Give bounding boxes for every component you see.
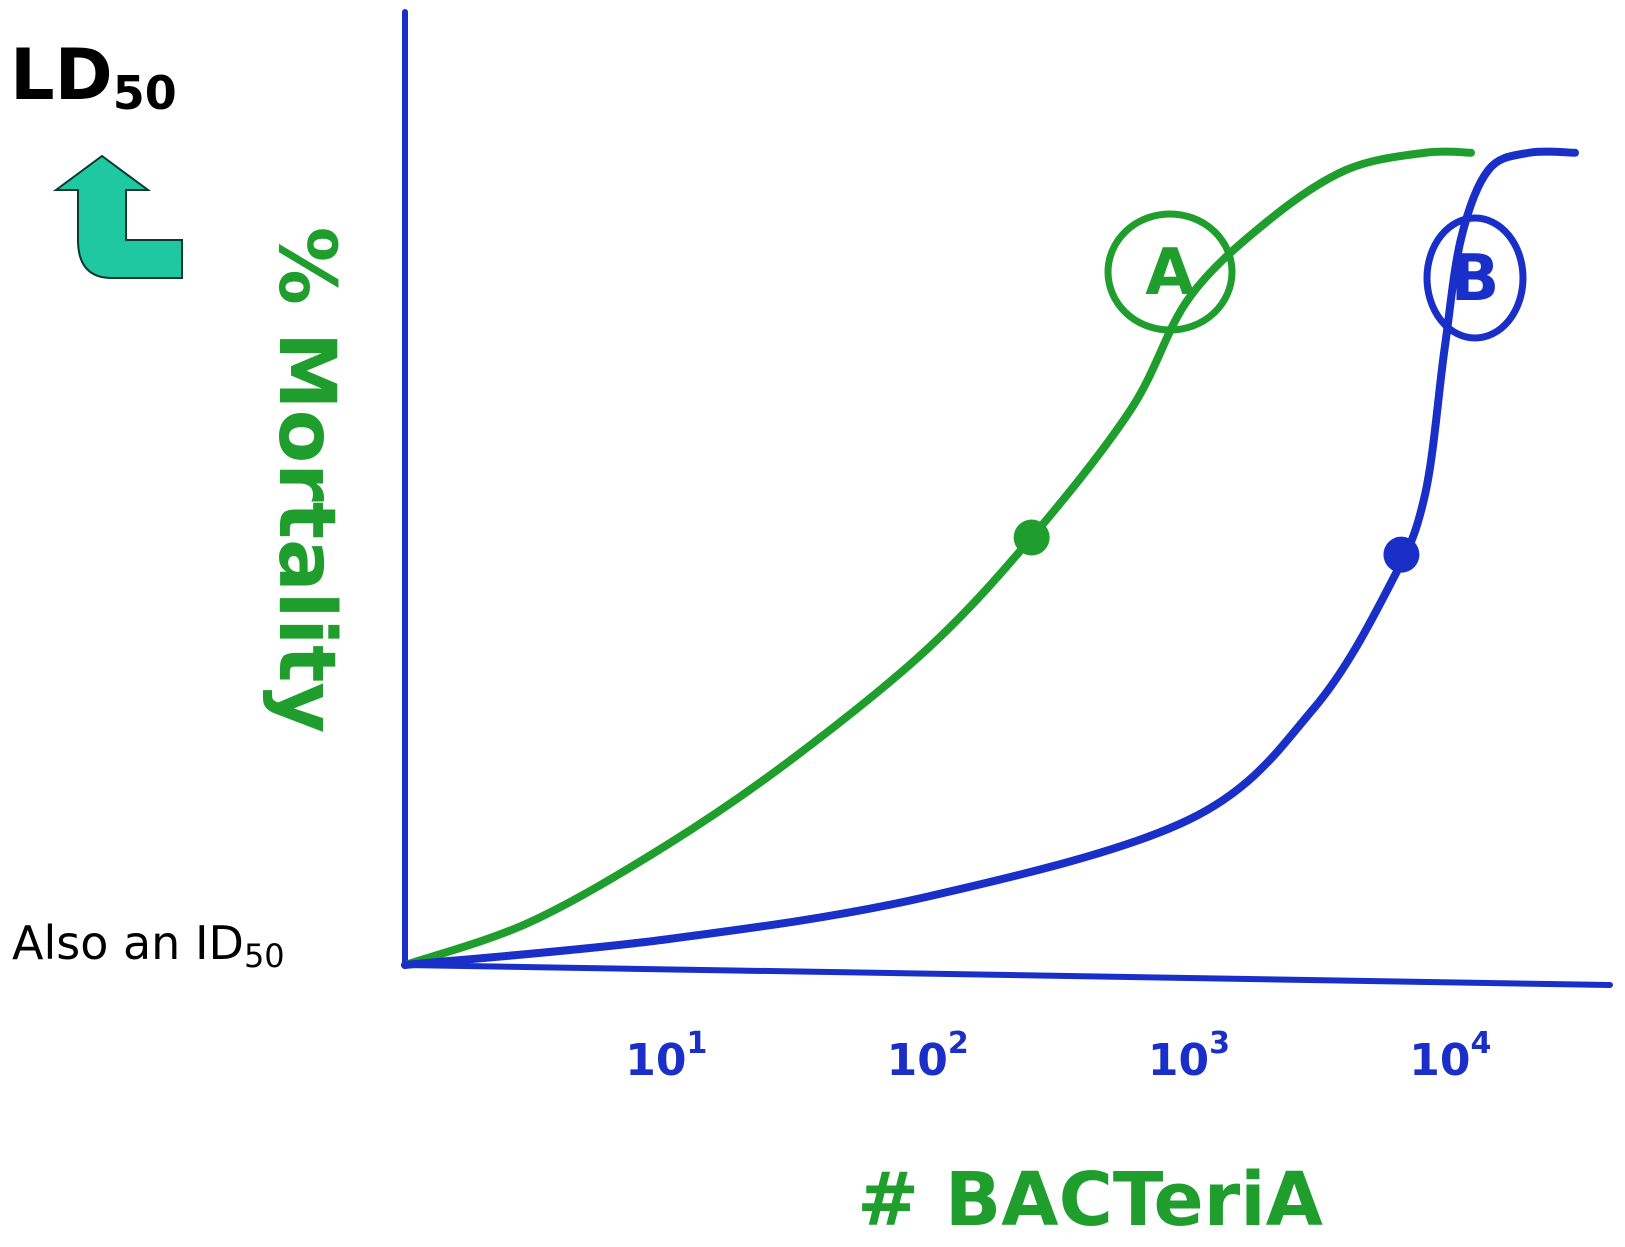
x-tick-group: 101 102 103 104 — [625, 1026, 1491, 1086]
series-label-ring-b — [1423, 214, 1527, 342]
id50-note: Also an ID50 — [12, 920, 285, 972]
ld50-point-b — [1383, 536, 1420, 573]
x-axis — [402, 962, 1613, 988]
x-tick-label: 102 — [887, 1026, 969, 1086]
ld50-title-sub: 50 — [112, 66, 177, 120]
x-tick-label: 103 — [1148, 1026, 1230, 1086]
series-label-b: B — [1451, 242, 1500, 316]
x-axis-label: # BACTeriA — [857, 1157, 1323, 1243]
y-axis-label: % Mortality — [261, 227, 351, 734]
series-line-a — [401, 147, 1476, 969]
series-label-ring-a — [1104, 210, 1236, 334]
x-tick-label: 104 — [1409, 1026, 1491, 1086]
ld50-title-main: LD — [10, 34, 113, 116]
id50-note-sub: 50 — [243, 937, 285, 975]
x-tick-label: 101 — [625, 1026, 707, 1086]
series-line-b — [401, 147, 1579, 969]
series-label-a: A — [1145, 236, 1195, 310]
ld50-title: LD50 — [10, 40, 177, 116]
id50-note-main: Also an ID — [12, 916, 244, 970]
ld50-point-a — [1013, 519, 1050, 556]
curved-up-arrow-icon — [52, 154, 183, 279]
